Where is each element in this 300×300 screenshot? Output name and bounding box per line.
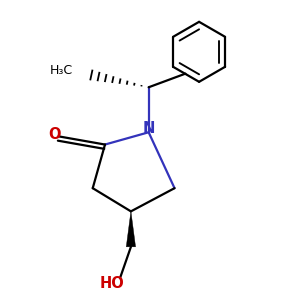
Text: O: O bbox=[48, 127, 60, 142]
Text: N: N bbox=[142, 121, 155, 136]
Text: HO: HO bbox=[99, 276, 124, 291]
Polygon shape bbox=[126, 212, 136, 247]
Text: H₃C: H₃C bbox=[50, 64, 73, 77]
